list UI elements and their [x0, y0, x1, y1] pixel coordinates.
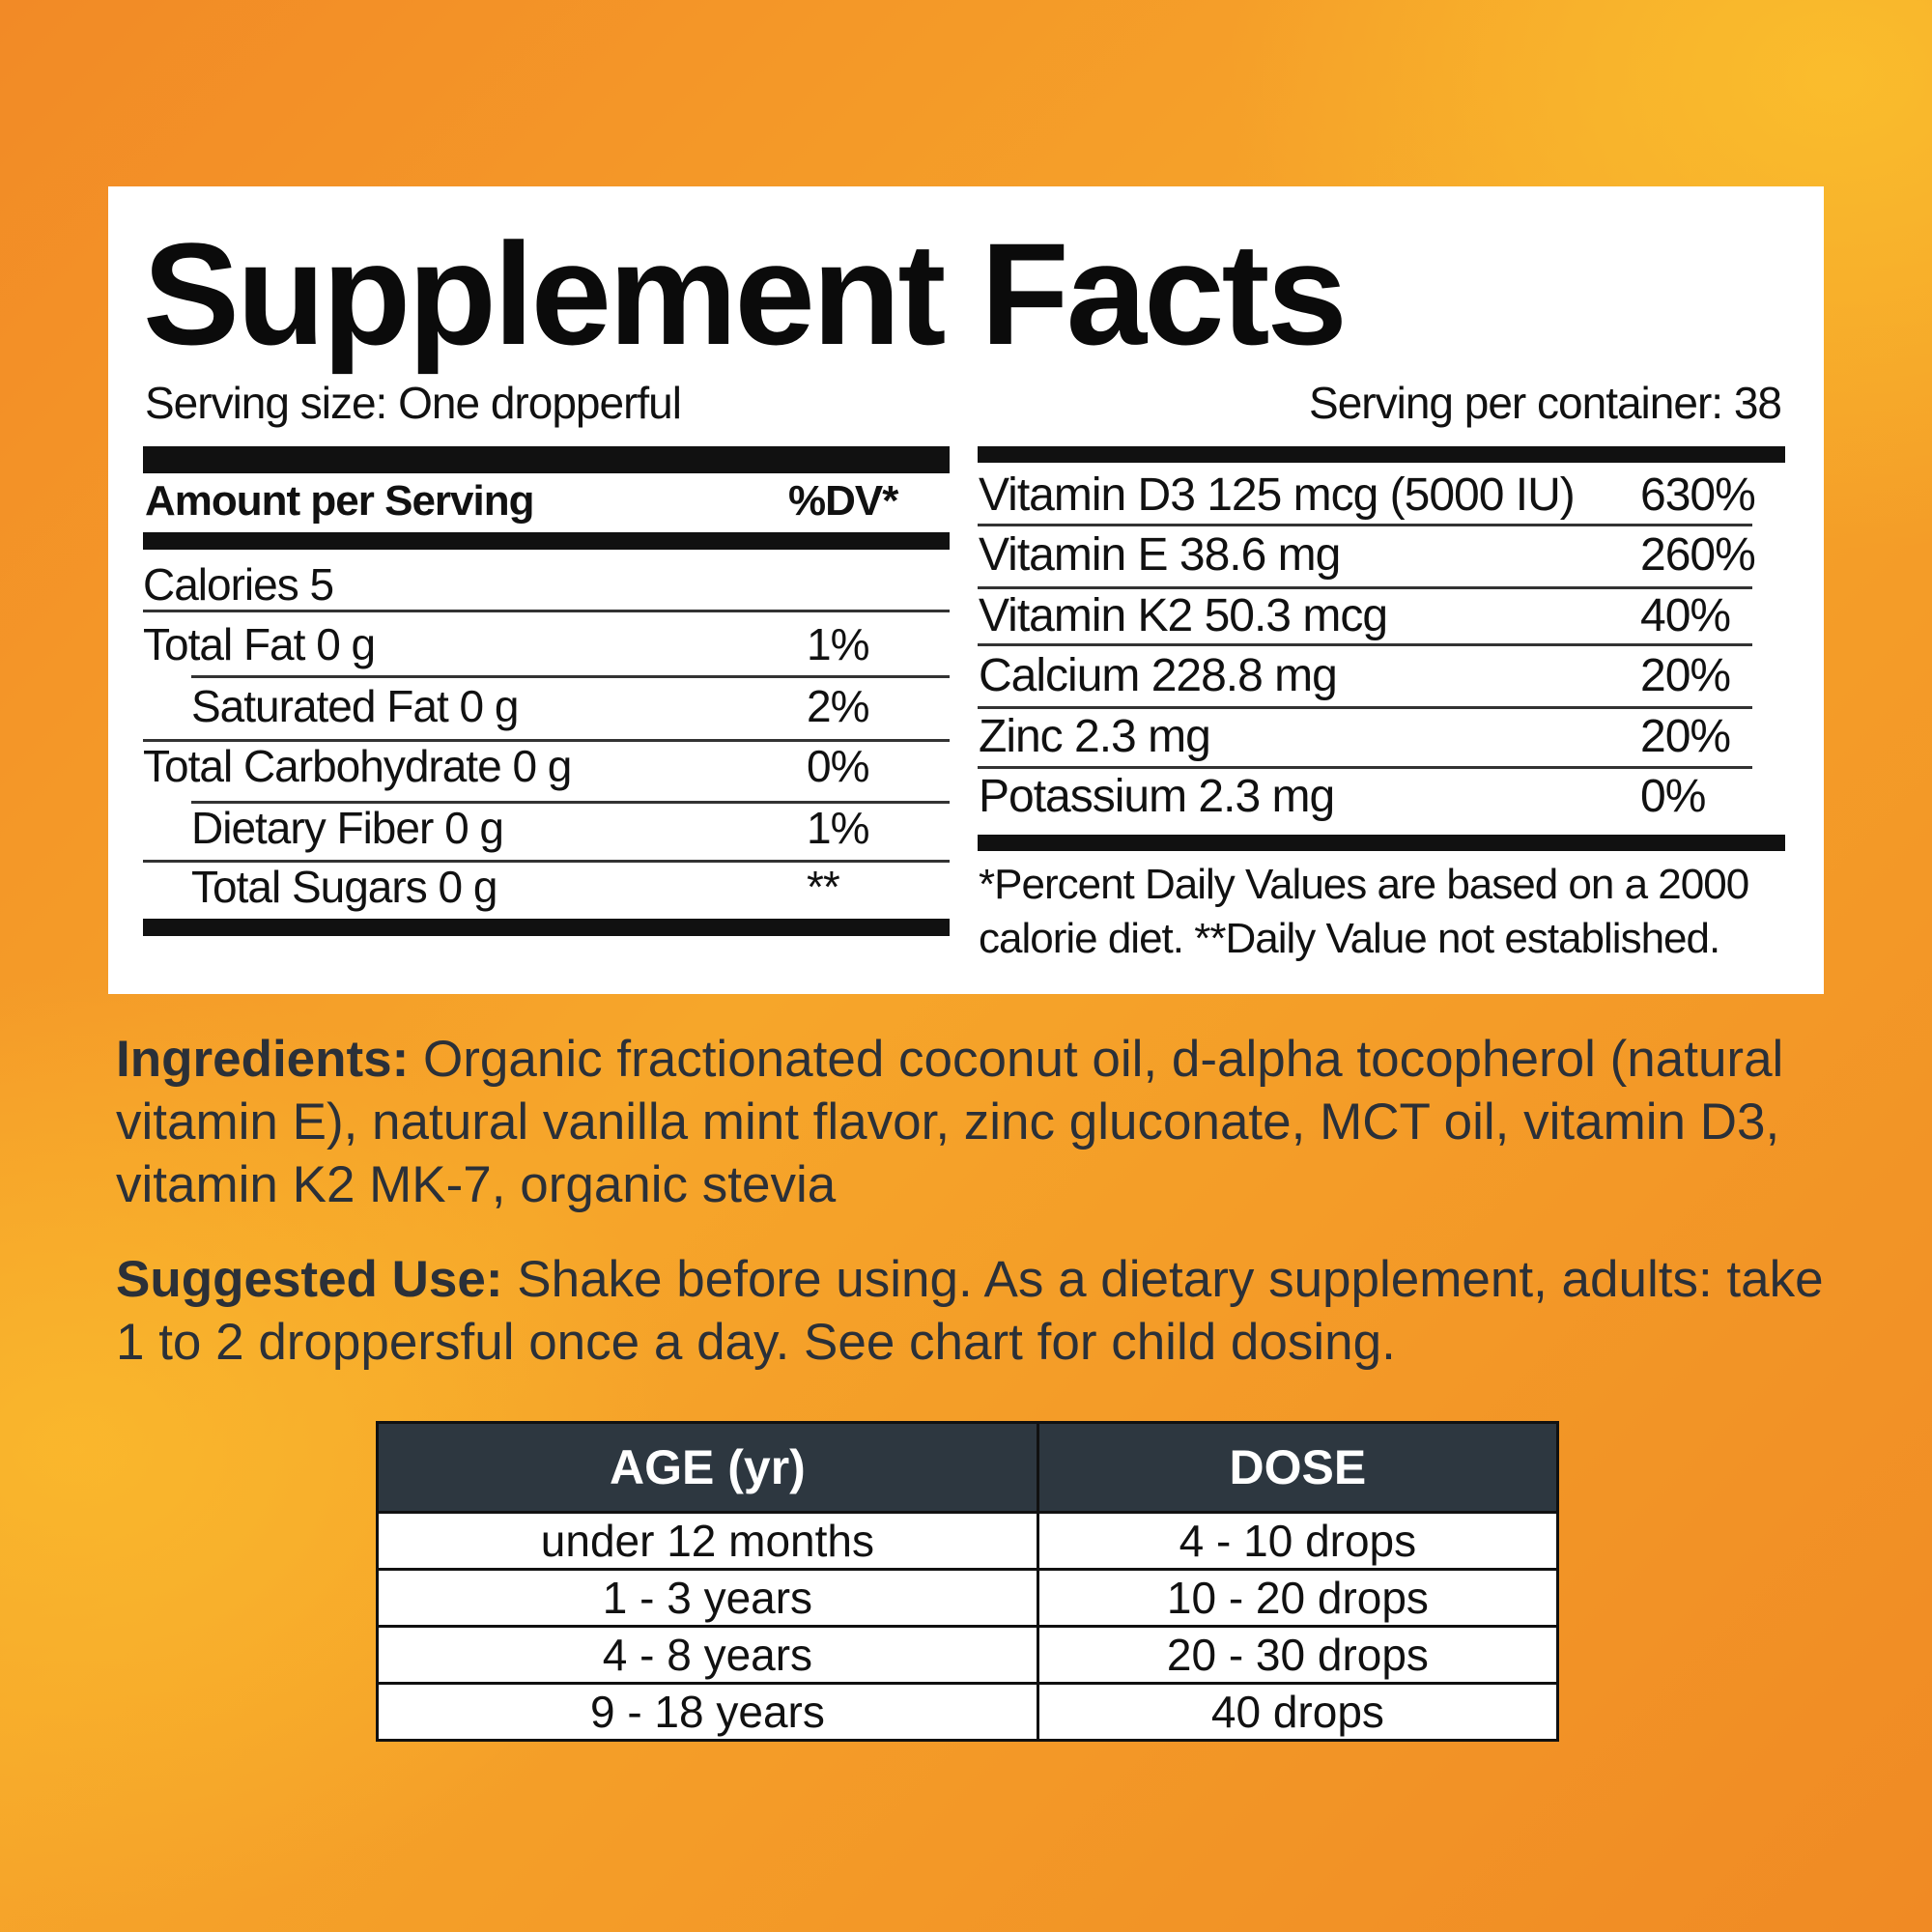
page-title: Supplement Facts [143, 213, 1348, 375]
nutrient-label: Dietary Fiber 0 g [191, 803, 504, 853]
row-divider [978, 766, 1752, 769]
nutrient-dv: 630% [1640, 469, 1756, 521]
nutrient-dv: 1% [807, 619, 869, 669]
dv-header: %DV* [788, 477, 898, 525]
age-header: AGE (yr) [376, 1421, 1039, 1514]
nutrient-label: Calcium 228.8 mg [979, 650, 1338, 701]
ingredients-text: Organic fractionated coconut oil, d-alph… [116, 1031, 1784, 1213]
dose-header: DOSE [1036, 1421, 1560, 1514]
age-cell: under 12 months [376, 1511, 1039, 1571]
dose-row: 1 - 3 years 10 - 20 drops [376, 1568, 1560, 1628]
thick-divider [978, 835, 1785, 851]
thick-divider [143, 446, 950, 473]
age-cell: 4 - 8 years [376, 1625, 1039, 1685]
ingredients-label: Ingredients: [116, 1031, 410, 1088]
dose-row: 4 - 8 years 20 - 30 drops [376, 1625, 1560, 1685]
serving-size: Serving size: One dropperful [145, 378, 682, 428]
dose-cell: 4 - 10 drops [1036, 1511, 1560, 1571]
supplement-facts-panel [108, 186, 1824, 994]
nutrient-label: Vitamin D3 125 mcg (5000 IU) [979, 469, 1576, 521]
nutrient-dv: 20% [1640, 711, 1731, 762]
nutrient-dv: 0% [1640, 771, 1706, 822]
row-divider [978, 643, 1752, 646]
row-divider [978, 524, 1752, 526]
nutrient-dv: ** [807, 862, 840, 912]
nutrient-dv: 1% [807, 803, 869, 853]
servings-per-container: Serving per container: 38 [1309, 378, 1782, 428]
dose-cell: 40 drops [1036, 1682, 1560, 1742]
nutrient-dv: 20% [1640, 650, 1731, 701]
nutrient-label: Saturated Fat 0 g [191, 681, 519, 731]
age-cell: 1 - 3 years [376, 1568, 1039, 1628]
nutrient-label: Calories 5 [143, 559, 334, 610]
suggested-use-text: Shake before using. As a dietary supplem… [116, 1251, 1824, 1371]
nutrient-label: Zinc 2.3 mg [979, 711, 1211, 762]
footnote-line-1: *Percent Daily Values are based on a 200… [979, 861, 1749, 908]
dose-row: 9 - 18 years 40 drops [376, 1682, 1560, 1742]
nutrient-dv: 40% [1640, 590, 1731, 641]
nutrient-label: Vitamin K2 50.3 mcg [979, 590, 1388, 641]
ingredients: Ingredients: Organic fractionated coconu… [116, 1028, 1835, 1216]
row-divider [143, 739, 950, 742]
row-divider [143, 860, 950, 863]
row-divider [978, 706, 1752, 709]
nutrient-label: Total Carbohydrate 0 g [143, 741, 572, 791]
dose-cell: 20 - 30 drops [1036, 1625, 1560, 1685]
footnote-line-2: calorie diet. **Daily Value not establis… [979, 915, 1720, 962]
thick-divider [143, 919, 950, 936]
suggested-use: Suggested Use: Shake before using. As a … [116, 1248, 1835, 1374]
nutrient-dv: 260% [1640, 529, 1756, 581]
nutrient-label: Total Sugars 0 g [191, 862, 497, 912]
nutrient-label: Total Fat 0 g [143, 619, 376, 669]
row-divider [143, 610, 950, 612]
nutrient-dv: 2% [807, 681, 869, 731]
dose-row: under 12 months 4 - 10 drops [376, 1511, 1560, 1571]
thick-divider [143, 532, 950, 550]
nutrient-dv: 0% [807, 741, 869, 791]
amount-per-serving-header: Amount per Serving [145, 477, 534, 525]
thick-divider [978, 446, 1785, 463]
nutrient-label: Potassium 2.3 mg [979, 771, 1335, 822]
row-divider [978, 586, 1752, 589]
nutrient-label: Vitamin E 38.6 mg [979, 529, 1341, 581]
row-divider [191, 675, 950, 678]
dosing-table: AGE (yr) DOSE under 12 months 4 - 10 drop… [376, 1421, 1560, 1742]
suggested-use-label: Suggested Use: [116, 1251, 503, 1308]
dose-cell: 10 - 20 drops [1036, 1568, 1560, 1628]
row-divider [191, 801, 950, 804]
age-cell: 9 - 18 years [376, 1682, 1039, 1742]
